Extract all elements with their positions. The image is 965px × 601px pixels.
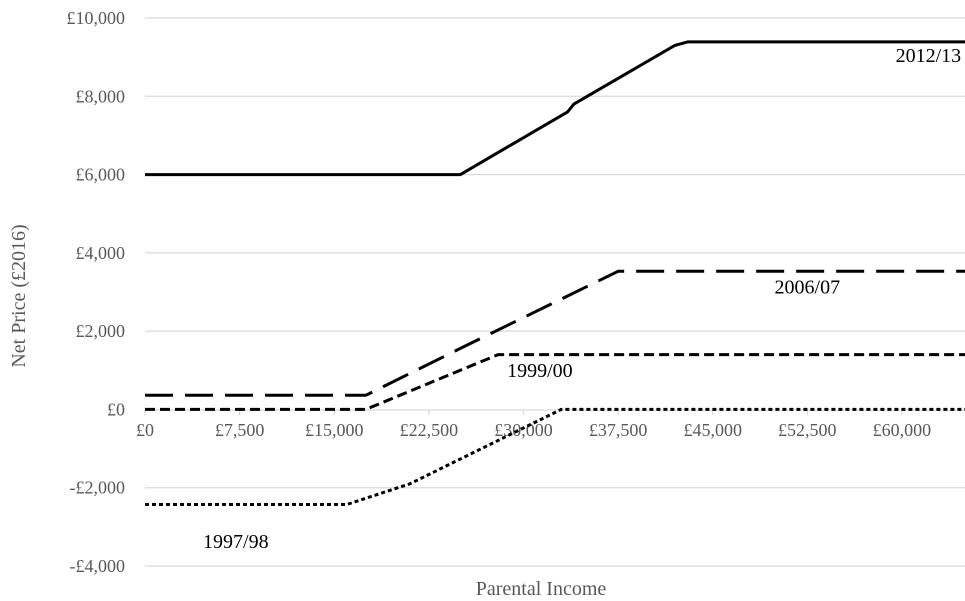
y-tick-label: £0 [107,399,125,419]
x-tick-label: £52,500 [778,420,837,440]
series-label-1999-00: 1999/00 [507,360,573,382]
series-label-2012-13: 2012/13 [896,45,962,67]
series-line-2006-07 [145,269,965,397]
y-tick-label: -£4,000 [70,556,126,576]
y-tick-label: £10,000 [67,8,126,28]
series-line-1999-00 [145,353,965,411]
y-axis-title: Net Price (£2016) [8,224,30,367]
grid-lines [145,17,965,567]
y-tick-label: £6,000 [76,165,126,185]
x-tick-label: £60,000 [873,420,932,440]
series-labels: 2012/13 2006/07 1999/00 1997/98 [203,45,961,553]
series-label-1997-98: 1997/98 [203,531,269,553]
series-line-2012-13 [145,40,965,177]
y-tick-label: -£2,000 [70,478,126,498]
series-line-1997-98 [145,407,965,506]
series-label-2006-07: 2006/07 [775,277,841,299]
y-tick-label: £2,000 [76,321,126,341]
series-lines [145,40,965,506]
x-axis-tick-labels: £0 £7,500 £15,000 £22,500 £30,000 £37,500 £45,… [136,420,931,440]
x-tick-label: £45,000 [683,420,742,440]
y-tick-label: £8,000 [76,86,126,106]
x-tick-label: £0 [136,420,154,440]
y-axis-tick-labels: £10,000 £8,000 £6,000 £4,000 £2,000 £0 -£2,000… [67,8,126,576]
x-tick-label: £15,000 [305,420,364,440]
x-tick-label: £37,500 [589,420,648,440]
y-tick-label: £4,000 [76,243,126,263]
x-axis-title: Parental Income [476,578,607,600]
x-tick-label: £22,500 [400,420,459,440]
x-tick-label: £7,500 [215,420,265,440]
